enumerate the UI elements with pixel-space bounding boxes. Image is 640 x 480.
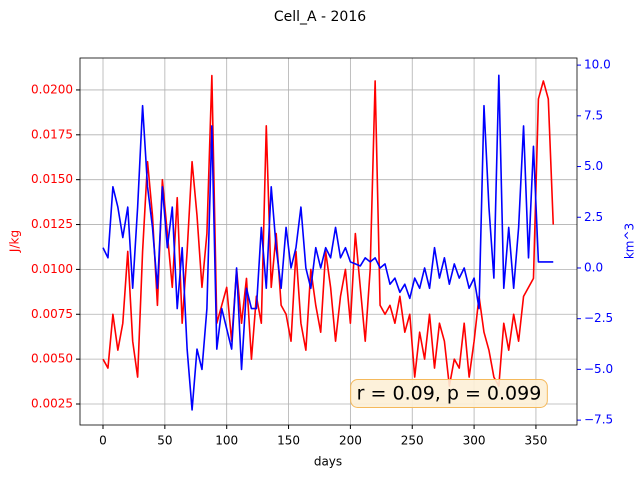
- y-axis-label: J/kg: [8, 230, 22, 253]
- y2-tick-label: 5.0: [584, 159, 603, 173]
- y2-tick-label: −7.5: [584, 413, 613, 427]
- y-tick-label: 0.0200: [31, 82, 73, 96]
- x-tick-label: 350: [524, 434, 547, 448]
- y-tick-label: 0.0025: [31, 397, 73, 411]
- y2-tick-label: −2.5: [584, 311, 613, 325]
- y-tick-label: 0.0125: [31, 217, 73, 231]
- x-tick-label: 50: [157, 434, 172, 448]
- x-tick-label: 0: [99, 434, 107, 448]
- x-tick-label: 200: [339, 434, 362, 448]
- y2-tick-label: 0.0: [584, 260, 603, 274]
- axes-frame: [79, 57, 578, 426]
- annotation-box: [350, 379, 548, 408]
- y2-axis-label: km^3: [623, 223, 637, 259]
- y-tick-label: 0.0100: [31, 262, 73, 276]
- y2-tick-label: 10.0: [584, 58, 611, 72]
- y-tick-label: 0.0075: [31, 307, 73, 321]
- x-tick-label: 250: [401, 434, 424, 448]
- y2-tick-label: 7.5: [584, 108, 603, 122]
- data-line: [102, 74, 554, 411]
- annotation: r = 0.09, p = 0.099: [357, 383, 542, 405]
- x-tick-label: 150: [277, 434, 300, 448]
- x-axis-label: days: [314, 455, 342, 469]
- y-tick-label: 0.0150: [31, 172, 73, 186]
- x-tick-label: 100: [215, 434, 238, 448]
- y-tick-label: 0.0050: [31, 352, 73, 366]
- y2-tick-label: −5.0: [584, 362, 613, 376]
- x-tick-label: 300: [463, 434, 486, 448]
- y-tick-label: 0.0175: [31, 127, 73, 141]
- y2-tick-label: 2.5: [584, 210, 603, 224]
- chart-title: Cell_A - 2016: [274, 9, 366, 25]
